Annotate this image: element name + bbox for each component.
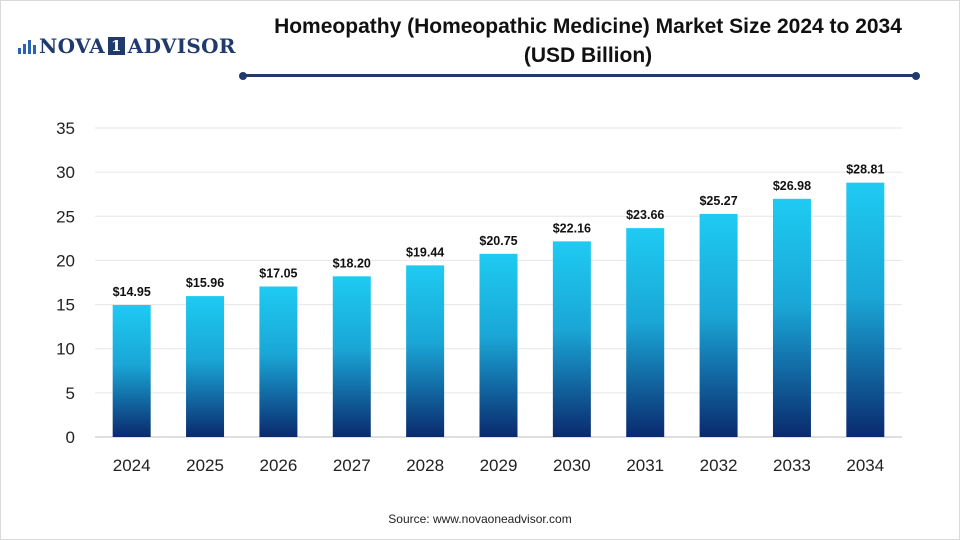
x-tick-label: 2029 bbox=[480, 456, 518, 475]
x-tick-label: 2024 bbox=[113, 456, 151, 475]
x-tick-label: 2028 bbox=[406, 456, 444, 475]
x-tick-label: 2026 bbox=[259, 456, 297, 475]
bar bbox=[186, 296, 225, 437]
x-tick-label: 2031 bbox=[626, 456, 664, 475]
y-tick-label: 25 bbox=[56, 207, 75, 226]
data-label: $26.98 bbox=[773, 179, 811, 193]
bar bbox=[479, 253, 518, 437]
bar bbox=[699, 213, 738, 437]
logo-text-left: NOVA bbox=[39, 34, 106, 58]
bar bbox=[552, 241, 591, 437]
logo-bars-icon bbox=[18, 38, 36, 54]
x-tick-label: 2033 bbox=[773, 456, 811, 475]
data-label: $15.96 bbox=[186, 276, 224, 290]
logo-text-one: 1 bbox=[108, 37, 125, 55]
data-label: $22.16 bbox=[553, 221, 591, 235]
logo: NOVA 1 ADVISOR bbox=[18, 34, 236, 58]
bar bbox=[772, 198, 811, 437]
data-label: $25.27 bbox=[699, 194, 737, 208]
y-tick-label: 15 bbox=[56, 296, 75, 315]
x-tick-label: 2027 bbox=[333, 456, 371, 475]
y-tick-label: 10 bbox=[56, 340, 75, 359]
x-tick-label: 2030 bbox=[553, 456, 591, 475]
logo-text-right: ADVISOR bbox=[127, 34, 236, 58]
bar bbox=[112, 305, 151, 437]
bar bbox=[626, 228, 665, 437]
data-label: $20.75 bbox=[479, 234, 517, 248]
y-tick-label: 20 bbox=[56, 251, 75, 270]
bar bbox=[332, 276, 371, 437]
x-tick-label: 2034 bbox=[846, 456, 884, 475]
y-tick-label: 30 bbox=[56, 163, 75, 182]
data-label: $17.05 bbox=[259, 266, 297, 280]
bar bbox=[406, 265, 445, 437]
chart-title: Homeopathy (Homeopathic Medicine) Market… bbox=[274, 15, 902, 67]
data-label: $28.81 bbox=[846, 163, 884, 177]
data-label: $18.20 bbox=[333, 256, 371, 270]
x-tick-label: 2032 bbox=[700, 456, 738, 475]
y-tick-label: 5 bbox=[66, 384, 75, 403]
data-label: $19.44 bbox=[406, 245, 444, 259]
data-label: $23.66 bbox=[626, 208, 664, 222]
y-tick-label: 35 bbox=[56, 119, 75, 138]
x-tick-label: 2025 bbox=[186, 456, 224, 475]
source-note: Source: www.novaoneadvisor.com bbox=[388, 512, 572, 526]
bar bbox=[259, 286, 298, 437]
title-underline bbox=[239, 71, 920, 80]
y-tick-label: 0 bbox=[66, 428, 75, 447]
bar bbox=[846, 182, 885, 437]
data-label: $14.95 bbox=[113, 285, 151, 299]
